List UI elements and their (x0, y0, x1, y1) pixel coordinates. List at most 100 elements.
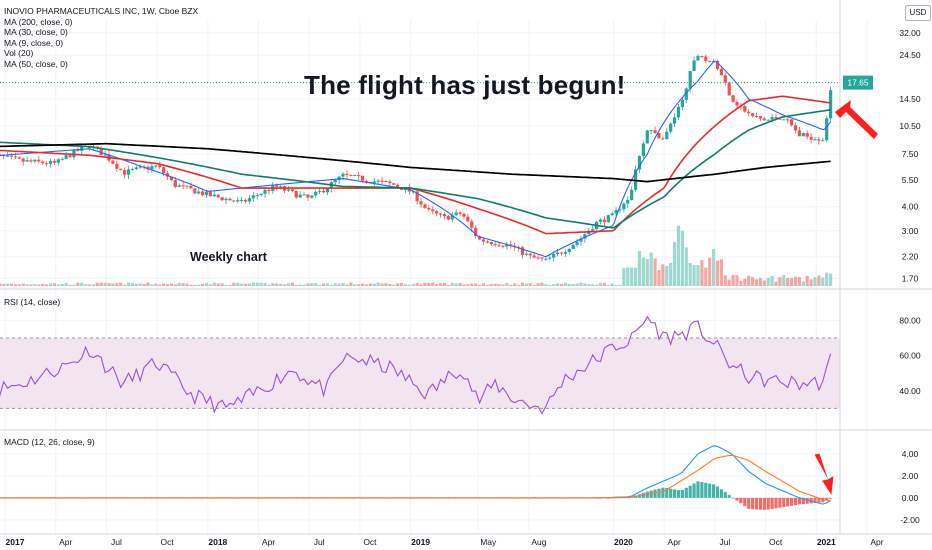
volume-bar-144 (548, 284, 552, 286)
candle-body-81 (302, 194, 306, 196)
macd-hist-159 (606, 497, 610, 499)
candle-body-22 (72, 149, 76, 158)
currency-button[interactable]: USD (905, 5, 931, 21)
volume-bar-102 (384, 283, 388, 286)
volume-bar-112 (423, 282, 427, 286)
candle-body-185 (708, 60, 712, 62)
ma30-line (0, 95, 831, 235)
volume-bar-128 (485, 284, 489, 286)
candle-body-45 (162, 167, 166, 174)
volume-bar-136 (516, 284, 521, 286)
candle-body-139 (528, 253, 532, 256)
candle-body-119 (450, 215, 454, 220)
volume-bar-27 (91, 284, 96, 286)
volume-bar-48 (173, 284, 177, 286)
volume-bar-31 (107, 283, 111, 286)
candle-body-72 (267, 189, 271, 192)
macd-hist-208 (797, 497, 801, 505)
volume-bar-101 (380, 283, 384, 286)
candle-body-144 (548, 257, 552, 259)
candle-body-162 (618, 209, 622, 211)
volume-bar-86 (321, 283, 326, 286)
time-tick-13: Jul (719, 537, 730, 547)
time-tick-15: 2021 (817, 537, 836, 547)
time-tick-9: May (480, 537, 497, 547)
volume-bar-195 (747, 275, 751, 286)
volume-bar-124 (470, 283, 474, 286)
candle-body-19 (60, 158, 64, 160)
volume-bar-123 (466, 284, 470, 286)
time-tick-6: Jul (314, 537, 325, 547)
volume-bar-130 (493, 283, 497, 286)
volume-bar-120 (454, 283, 458, 286)
candle-body-89 (333, 180, 337, 183)
candle-body-159 (606, 215, 610, 223)
legend-ma30[interactable]: MA (30, close, 0) (4, 27, 68, 38)
volume-bar-149 (567, 283, 571, 286)
rsi-pane[interactable] (0, 315, 840, 415)
legend-ma200[interactable]: MA (200, close, 0) (4, 16, 73, 27)
time-axis[interactable]: 2017 Apr Jul Oct 2018 Apr Jul Oct 2019 May Aug 2020… (6, 537, 884, 547)
macd-hist-197 (754, 497, 759, 510)
macd-legend[interactable]: MACD (12, 26, close, 9) (4, 437, 95, 447)
candle-body-35 (123, 170, 127, 175)
macd-hist-196 (750, 497, 755, 510)
macd-tick-3: -2.00 (900, 515, 920, 525)
legend-ma9[interactable]: MA (9, close, 0) (4, 37, 64, 48)
volume-bar-89 (333, 283, 337, 286)
candle-body-202 (774, 117, 778, 119)
volume-bar-143 (544, 284, 548, 286)
candle-body-65 (240, 199, 244, 201)
time-tick-0: 2017 (6, 537, 25, 547)
volume-bar-6 (9, 283, 14, 286)
legend-vol[interactable]: Vol (20) (4, 48, 34, 59)
candle-body-212 (813, 139, 817, 141)
volume-bar-21 (68, 284, 72, 286)
volume-bar-70 (259, 282, 263, 286)
volume-bar-18 (56, 284, 60, 286)
volume-bar-197 (754, 279, 759, 286)
volume-bar-28 (95, 282, 99, 286)
volume-bar-145 (552, 284, 556, 286)
volume-bar-100 (376, 282, 380, 286)
volume-bar-216 (828, 273, 833, 286)
candle-body-152 (579, 238, 583, 242)
candle-body-192 (735, 101, 739, 106)
volume-bar-24 (80, 282, 84, 286)
price-axis[interactable]: 32.00 24.50 17.65 14.50 10.50 7.50 5.50 4.00 3.0… (843, 28, 921, 525)
candle-body-104 (392, 183, 396, 185)
volume-bar-36 (126, 282, 131, 286)
candle-body-176 (672, 117, 677, 124)
macd-hist-179 (684, 487, 688, 498)
volume-bar-135 (513, 283, 517, 286)
volume-bar-33 (115, 283, 119, 286)
volume-bar-45 (162, 283, 166, 286)
candle-body-3 (0, 154, 2, 156)
rsi-legend[interactable]: RSI (14, close) (4, 297, 61, 307)
volume-bar-181 (692, 265, 696, 286)
volume-bar-57 (208, 284, 213, 286)
volume-bar-187 (715, 260, 720, 286)
volume-bar-95 (357, 284, 361, 286)
weekly-chart-note: Weekly chart (190, 250, 267, 264)
volume-bar-165 (630, 267, 634, 286)
symbol-title[interactable]: INOVIO PHARMACEUTICALS INC, 1W, Cboe BZX (4, 6, 199, 16)
price-pane[interactable] (0, 54, 833, 286)
candle-body-158 (602, 219, 606, 223)
legend-ma50[interactable]: MA (50, close, 0) (4, 58, 68, 69)
candle-body-95 (357, 175, 361, 177)
candle-body-103 (388, 181, 392, 184)
volume-bar-16 (48, 283, 53, 286)
candle-body-96 (360, 175, 365, 181)
rsi-tick-1: 60.00 (899, 351, 921, 361)
volume-bar-202 (774, 281, 778, 286)
macd-pane[interactable] (0, 445, 833, 510)
volume-bar-125 (474, 283, 478, 286)
candle-body-127 (481, 239, 486, 242)
candle-body-151 (575, 241, 579, 245)
volume-bar-83 (310, 283, 314, 286)
candle-body-5 (6, 155, 10, 157)
volume-bar-183 (700, 260, 704, 286)
headline-annotation: The flight has just begun! (304, 70, 626, 100)
